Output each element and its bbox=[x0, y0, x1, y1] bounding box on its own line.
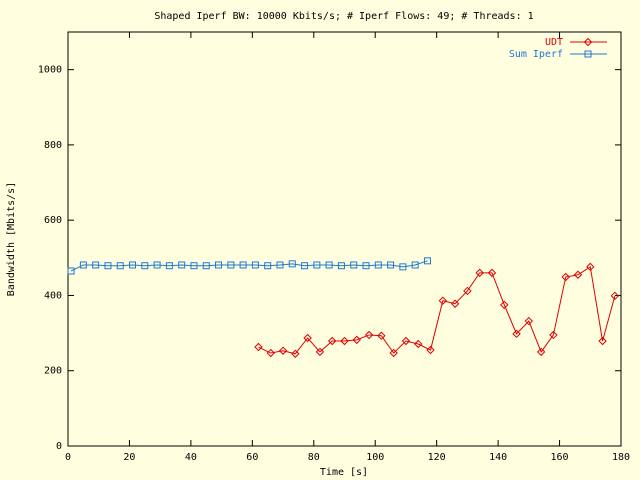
point bbox=[215, 261, 223, 269]
point bbox=[178, 261, 186, 269]
point bbox=[116, 262, 124, 270]
point bbox=[475, 268, 484, 278]
point bbox=[288, 260, 296, 268]
point bbox=[423, 257, 431, 265]
y-tick-label: 1000 bbox=[38, 65, 62, 76]
series-line bbox=[70, 260, 428, 272]
point bbox=[438, 296, 448, 305]
point bbox=[411, 261, 419, 269]
point bbox=[291, 349, 300, 358]
point bbox=[325, 261, 333, 269]
point bbox=[190, 262, 198, 270]
point bbox=[362, 262, 370, 270]
point bbox=[337, 262, 345, 270]
x-tick-label: 0 bbox=[65, 452, 71, 463]
point bbox=[450, 299, 460, 308]
x-tick-label: 80 bbox=[308, 452, 320, 463]
point bbox=[598, 336, 607, 346]
point bbox=[301, 262, 309, 270]
x-tick-label: 140 bbox=[489, 452, 507, 463]
point bbox=[67, 267, 75, 275]
point bbox=[254, 342, 263, 352]
x-axis-label: Time [s] bbox=[320, 467, 368, 478]
point bbox=[377, 331, 386, 340]
x-tick-label: 20 bbox=[123, 452, 135, 463]
point bbox=[313, 261, 321, 269]
point bbox=[315, 347, 325, 357]
point bbox=[266, 348, 275, 358]
x-tick-label: 160 bbox=[551, 452, 569, 463]
point bbox=[387, 261, 395, 269]
point bbox=[352, 335, 361, 345]
point bbox=[340, 336, 349, 346]
point bbox=[104, 262, 112, 270]
point bbox=[278, 346, 288, 355]
point bbox=[165, 262, 173, 270]
point bbox=[610, 291, 620, 301]
point bbox=[364, 330, 374, 340]
point bbox=[92, 261, 100, 269]
point bbox=[500, 300, 509, 310]
point bbox=[573, 270, 583, 279]
point bbox=[276, 261, 284, 269]
point bbox=[487, 268, 497, 278]
point bbox=[389, 348, 398, 358]
point bbox=[153, 261, 161, 269]
x-tick-label: 40 bbox=[185, 452, 197, 463]
point bbox=[227, 261, 235, 269]
legend-label: Sum Iperf bbox=[509, 49, 563, 60]
point bbox=[239, 261, 247, 269]
x-tick-label: 120 bbox=[428, 452, 446, 463]
y-tick-label: 200 bbox=[44, 366, 62, 377]
point bbox=[401, 336, 411, 346]
point bbox=[524, 316, 534, 326]
point bbox=[264, 262, 272, 270]
point bbox=[350, 261, 358, 269]
point bbox=[512, 329, 521, 339]
point bbox=[414, 339, 423, 349]
point bbox=[328, 336, 337, 346]
y-tick-label: 600 bbox=[44, 215, 62, 226]
point bbox=[141, 262, 149, 270]
legend-marker bbox=[583, 37, 593, 47]
point bbox=[79, 261, 87, 269]
x-tick-label: 100 bbox=[366, 452, 384, 463]
y-tick-label: 800 bbox=[44, 140, 62, 151]
point bbox=[399, 263, 407, 271]
series-line bbox=[258, 266, 616, 355]
legend-label: UDT bbox=[545, 37, 563, 48]
x-tick-label: 60 bbox=[246, 452, 258, 463]
point bbox=[549, 330, 558, 340]
point bbox=[202, 262, 210, 270]
point bbox=[129, 261, 137, 269]
x-tick-label: 180 bbox=[612, 452, 630, 463]
point bbox=[463, 286, 472, 296]
y-tick-label: 0 bbox=[56, 441, 62, 452]
point bbox=[374, 261, 382, 269]
y-axis-label: Bandwidth [Mbits/s] bbox=[6, 182, 17, 296]
legend-marker bbox=[584, 50, 592, 58]
y-tick-label: 400 bbox=[44, 290, 62, 301]
point bbox=[586, 262, 595, 272]
point bbox=[536, 347, 546, 357]
point bbox=[303, 333, 312, 343]
chart-title: Shaped Iperf BW: 10000 Kbits/s; # Iperf … bbox=[154, 11, 533, 22]
point bbox=[251, 261, 259, 269]
point bbox=[426, 345, 435, 355]
plot-frame bbox=[67, 31, 622, 447]
point bbox=[561, 272, 570, 282]
